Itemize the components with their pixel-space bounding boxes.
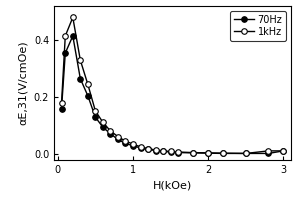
1kHz: [131, 143, 135, 145]
1kHz: [206, 152, 210, 154]
1kHz: [169, 150, 172, 153]
1kHz: [161, 150, 165, 152]
70Hz: [176, 151, 180, 154]
70Hz: [131, 145, 135, 147]
70Hz: [109, 133, 112, 135]
Line: 1kHz: 1kHz: [59, 15, 286, 156]
70Hz: [94, 116, 97, 118]
70Hz: [169, 151, 172, 153]
70Hz: [124, 142, 127, 145]
Y-axis label: αE,31(V/cmOe): αE,31(V/cmOe): [18, 41, 28, 125]
1kHz: [176, 151, 180, 153]
70Hz: [116, 138, 120, 141]
Legend: 70Hz, 1kHz: 70Hz, 1kHz: [230, 11, 286, 41]
70Hz: [221, 152, 225, 155]
1kHz: [139, 146, 142, 148]
70Hz: [60, 107, 63, 110]
70Hz: [146, 148, 150, 151]
70Hz: [244, 152, 248, 155]
70Hz: [206, 152, 210, 154]
1kHz: [94, 110, 97, 112]
1kHz: [79, 59, 82, 61]
Line: 70Hz: 70Hz: [59, 33, 286, 156]
70Hz: [161, 150, 165, 153]
1kHz: [267, 150, 270, 152]
1kHz: [116, 135, 120, 138]
1kHz: [221, 152, 225, 154]
1kHz: [109, 130, 112, 132]
1kHz: [191, 151, 195, 154]
70Hz: [101, 126, 105, 128]
1kHz: [282, 150, 285, 152]
70Hz: [139, 147, 142, 149]
1kHz: [154, 149, 158, 151]
70Hz: [282, 150, 285, 152]
X-axis label: H(kOe): H(kOe): [153, 180, 192, 190]
1kHz: [146, 147, 150, 150]
70Hz: [191, 152, 195, 154]
70Hz: [64, 52, 67, 54]
1kHz: [101, 121, 105, 124]
1kHz: [71, 16, 75, 19]
1kHz: [86, 83, 90, 86]
70Hz: [79, 78, 82, 80]
70Hz: [71, 35, 75, 37]
70Hz: [154, 149, 158, 152]
1kHz: [60, 102, 63, 104]
1kHz: [64, 35, 67, 37]
1kHz: [124, 140, 127, 142]
70Hz: [86, 95, 90, 97]
1kHz: [244, 152, 248, 155]
70Hz: [267, 152, 270, 155]
